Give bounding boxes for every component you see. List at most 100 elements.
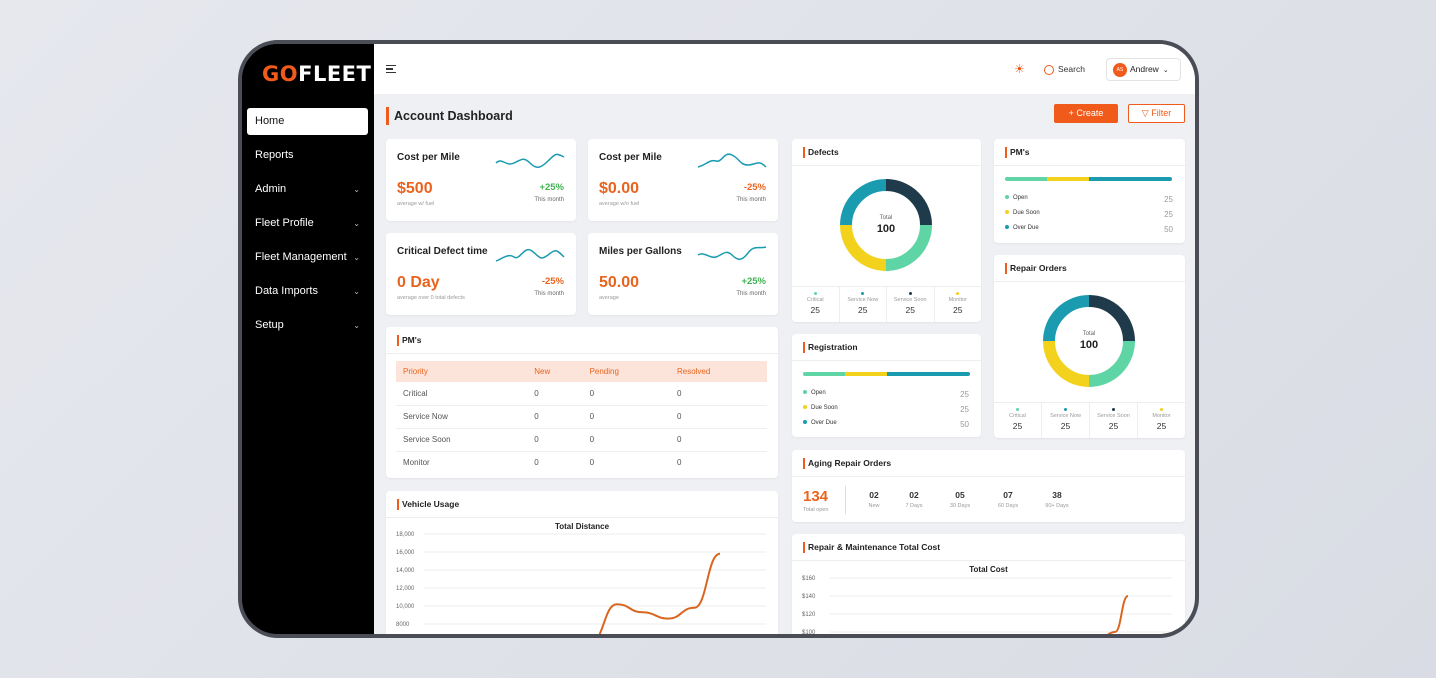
column-header: New xyxy=(527,361,583,382)
aging-bucket: 02 7 Days xyxy=(905,490,923,509)
aging-repair-orders-card: Aging Repair Orders 134 Total open 02 New… xyxy=(792,450,1185,522)
registration-bar xyxy=(803,372,970,376)
stat-title: Miles per Gallons xyxy=(599,246,682,257)
card-title: Vehicle Usage xyxy=(397,499,459,510)
donut-slice xyxy=(1088,340,1135,387)
repair-cost-card: Repair & Maintenance Total Cost Total Co… xyxy=(792,534,1185,636)
table-row: Service Soon 0 0 0 xyxy=(396,428,767,452)
stat-subtext: average w/ fuel xyxy=(397,201,435,207)
chevron-down-icon: ⌄ xyxy=(353,287,360,296)
card-title: Aging Repair Orders xyxy=(803,458,891,469)
legend-item: Due Soon xyxy=(803,405,838,411)
column-header: Pending xyxy=(582,361,670,382)
donut-total-label: Total xyxy=(879,215,893,221)
chart-title: Total Distance xyxy=(554,522,610,531)
y-tick-label: 14,000 xyxy=(396,568,415,574)
stat-period: This month xyxy=(534,197,564,203)
sparkline xyxy=(697,246,767,260)
stat-change: -25% xyxy=(541,276,564,287)
y-tick-label: 10,000 xyxy=(396,604,415,610)
pm-status-bar xyxy=(1005,177,1172,181)
repair-orders-donut-chart xyxy=(1043,295,1135,387)
stat-period: This month xyxy=(736,291,766,297)
aging-bucket: 02 New xyxy=(868,490,880,509)
stat-title: Cost per Mile xyxy=(599,152,662,163)
legend-item: Critical 25 xyxy=(792,287,840,322)
y-tick-label: 16,000 xyxy=(396,550,415,556)
search-button[interactable]: Search xyxy=(1038,58,1100,81)
legend-item: Monitor 25 xyxy=(935,287,982,322)
user-menu[interactable]: AS Andrew ⌄ xyxy=(1106,58,1181,81)
sidebar-item-data-imports[interactable]: Data Imports ⌄ xyxy=(247,278,368,305)
sparkline xyxy=(697,153,767,168)
aging-total-value: 134 xyxy=(803,488,829,505)
stat-change: +25% xyxy=(539,182,564,193)
legend-item: Over Due xyxy=(803,420,837,426)
aging-bucket: 07 60 Days xyxy=(997,490,1019,509)
stat-change: -25% xyxy=(743,182,766,193)
stat-card-cost-per-mile: Cost per Mile $500 average w/ fuel +25% … xyxy=(386,139,576,221)
card-title: PM's xyxy=(397,335,422,346)
card-title: Repair Orders xyxy=(1005,263,1067,274)
column-header: Resolved xyxy=(669,361,767,382)
chevron-down-icon: ⌄ xyxy=(353,321,360,330)
sidebar-item-label: Admin xyxy=(255,183,287,195)
sidebar-item-home[interactable]: Home xyxy=(247,108,368,135)
sidebar-item-setup[interactable]: Setup ⌄ xyxy=(247,312,368,339)
filter-button[interactable]: ▽ Filter xyxy=(1128,104,1185,123)
sidebar-item-admin[interactable]: Admin ⌄ xyxy=(247,176,368,203)
repair-orders-card: Repair Orders Total 100 Critical 25 Servi… xyxy=(994,255,1185,438)
stat-subtext: average xyxy=(599,295,619,301)
table-row: Monitor 0 0 0 xyxy=(403,458,682,468)
chart-title: Total Cost xyxy=(969,565,1008,574)
series-line xyxy=(1107,595,1129,634)
cost-chart: $160 $140 $120 $100 xyxy=(802,576,1172,636)
donut-slice xyxy=(1088,295,1135,342)
stat-change: +25% xyxy=(741,276,766,287)
legend-item: Service Now 25 xyxy=(1042,403,1090,438)
vehicle-usage-card: Vehicle Usage Total Distance 18,000 16,00… xyxy=(386,491,778,634)
y-tick-label: $160 xyxy=(802,576,816,582)
sidebar-item-reports[interactable]: Reports xyxy=(247,142,368,169)
donut-slice xyxy=(1043,340,1090,387)
stat-value: $0.00 xyxy=(599,180,640,197)
chevron-down-icon: ⌄ xyxy=(353,219,360,228)
pm-table-card: PM's Priority New Pending Resolved Criti… xyxy=(386,327,778,478)
pm-status-card: PM's Open 25 Due Soon 25 Over Due 50 xyxy=(994,139,1185,243)
table-row: Service Now 0 0 0 xyxy=(396,405,767,429)
donut-slice xyxy=(840,179,887,226)
y-tick-label: $100 xyxy=(802,630,816,636)
theme-toggle-icon[interactable]: ☀ xyxy=(1014,62,1025,76)
legend-item: Service Now 25 xyxy=(840,287,887,322)
legend-item: Due Soon xyxy=(1005,210,1040,216)
donut-total-label: Total xyxy=(1082,331,1096,337)
stat-value: 0 Day xyxy=(397,274,440,291)
logo: GOFLEET xyxy=(262,62,372,86)
stat-subtext: average over 0 total defects xyxy=(397,295,465,301)
stat-title: Critical Defect time xyxy=(397,246,488,257)
aging-bucket: 05 30 Days xyxy=(949,490,971,509)
defects-donut-chart xyxy=(840,179,932,271)
sidebar-item-fleet-management[interactable]: Fleet Management ⌄ xyxy=(247,244,368,271)
create-button[interactable]: + Create xyxy=(1054,104,1118,123)
stat-title: Cost per Mile xyxy=(397,152,460,163)
stat-period: This month xyxy=(736,197,766,203)
legend-item: Service Soon 25 xyxy=(887,287,935,322)
card-title: Repair & Maintenance Total Cost xyxy=(803,542,940,553)
registration-card: Registration Open 25 Due Soon 25 Over Du… xyxy=(792,334,981,437)
legend-item: Monitor 25 xyxy=(1138,403,1185,438)
sidebar-item-fleet-profile[interactable]: Fleet Profile ⌄ xyxy=(247,210,368,237)
aging-bucket: 38 90+ Days xyxy=(1045,490,1069,509)
donut-total-value: 100 xyxy=(876,223,896,235)
pm-table: Priority New Pending Resolved Critical 0 0… xyxy=(396,361,767,474)
donut-slice xyxy=(885,179,932,226)
menu-icon[interactable] xyxy=(386,65,396,75)
aging-total-label: Total open xyxy=(803,507,829,513)
search-icon xyxy=(1044,64,1054,75)
legend-item: Over Due xyxy=(1005,225,1039,231)
page-title: Account Dashboard xyxy=(386,107,513,125)
sidebar-item-label: Home xyxy=(255,115,285,127)
stat-card-cost-per-mile-no-fuel: Cost per Mile $0.00 average w/o fuel -25… xyxy=(588,139,778,221)
sidebar: GOFLEET Home Reports Admin ⌄ Fleet Profi… xyxy=(242,44,374,634)
y-tick-label: 12,000 xyxy=(396,586,415,592)
